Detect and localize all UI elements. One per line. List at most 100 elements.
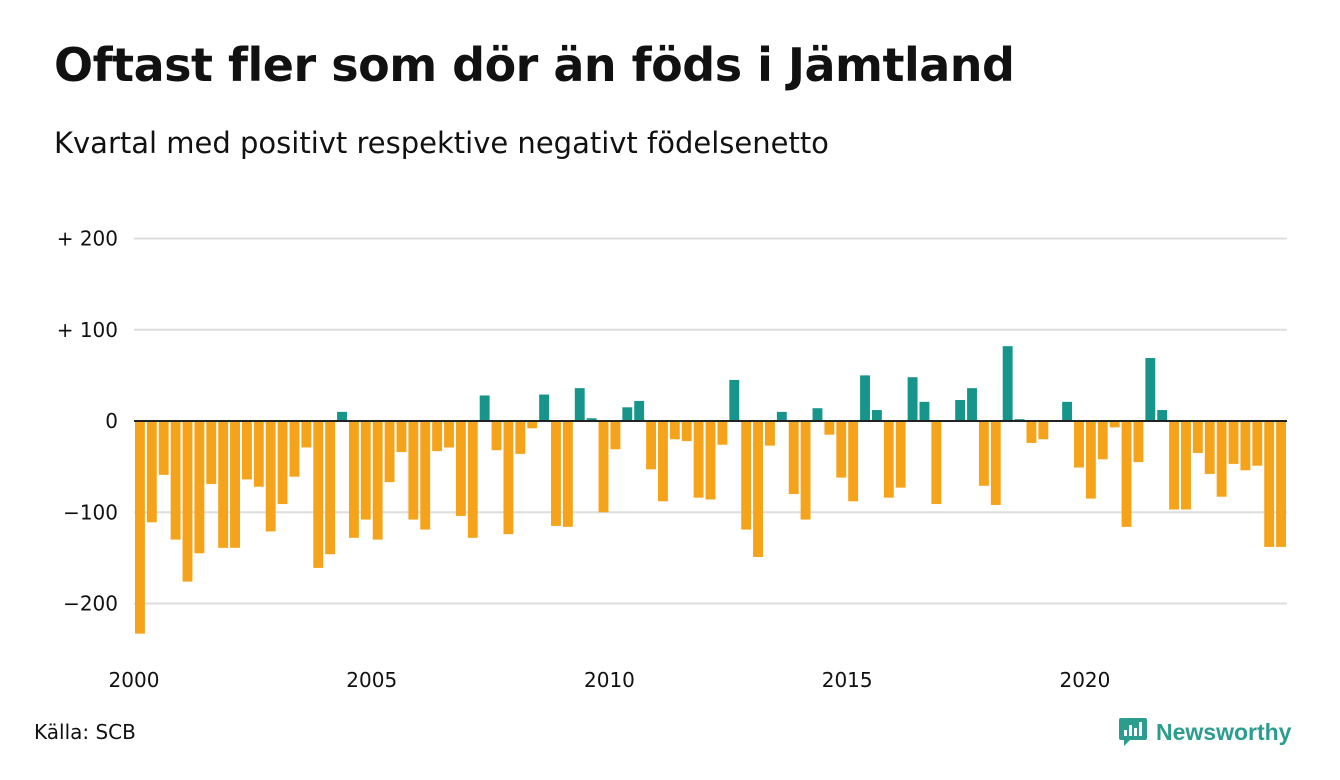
y-tick-label: −100 [63,500,118,524]
bar-2018-q2 [1002,346,1013,421]
bar-chart: + 200 + 100 0 −100 −200 2000 2005 2010 2015 2020 [57,227,1287,692]
bar-2018-q1 [990,421,1001,505]
x-tick-label: 2010 [584,668,635,692]
bar-2003-q1 [277,421,288,505]
bar-2014-q2 [812,408,823,421]
bar-2006-q2 [432,421,443,452]
bar-2009-q1 [562,421,573,527]
bar-2000-q1 [135,421,145,634]
bar-2021-q1 [1133,421,1144,463]
bar-2012-q4 [741,421,752,530]
y-tick-label: + 100 [57,318,118,342]
bar-2022-q3 [1204,421,1215,474]
x-tick-label: 2005 [346,668,397,692]
bar-2017-q3 [967,388,977,421]
chart-subtitle: Kvartal med positivt respektive negativt… [54,126,829,160]
bar-2004-q4 [360,421,371,520]
bar-2003-q2 [289,421,300,477]
bar-2002-q4 [265,421,276,532]
bar-2024-q1 [1276,421,1286,547]
bar-2007-q2 [479,395,490,421]
bar-2004-q2 [337,411,347,421]
bar-2013-q1 [753,421,763,557]
bar-2005-q4 [408,421,419,520]
bar-2015-q4 [883,421,894,498]
bar-2001-q3 [206,421,217,484]
source-note: Källa: SCB [34,720,136,744]
bar-2020-q3 [1109,421,1120,428]
bar-2014-q3 [824,421,835,435]
bar-2005-q3 [396,421,407,453]
bar-2002-q1 [230,421,240,548]
bar-2011-q2 [669,421,680,440]
y-tick-label: −200 [63,592,118,616]
bar-2016-q1 [895,421,906,488]
bar-2022-q1 [1181,421,1191,510]
bar-2001-q1 [182,421,193,582]
bar-2006-q1 [420,421,431,530]
bar-2010-q4 [646,421,657,470]
chart-title: Oftast fler som dör än föds i Jämtland [54,38,1015,92]
bar-2007-q1 [467,421,478,538]
bar-2010-q1 [610,421,621,450]
bar-2019-q3 [1062,401,1073,421]
bar-2021-q3 [1157,410,1168,421]
bar-2013-q3 [776,411,787,421]
bar-2012-q3 [729,379,740,421]
bar-2009-q2 [574,388,585,421]
bar-layer [135,346,1286,634]
bar-2013-q2 [764,421,775,446]
bar-2003-q4 [313,421,324,568]
bar-2022-q4 [1216,421,1227,497]
bar-2014-q1 [800,421,811,520]
x-tick-label: 2020 [1059,668,1110,692]
x-tick-label: 2015 [822,668,873,692]
bar-2019-q4 [1074,421,1084,468]
bar-2023-q2 [1240,421,1251,471]
bar-2006-q4 [455,421,466,516]
grid-layer [134,237,1287,605]
bar-2015-q1 [848,421,859,502]
y-tick-label: + 200 [57,227,118,251]
bar-2015-q2 [860,375,870,421]
bar-2007-q4 [503,421,514,535]
bar-2008-q2 [527,421,538,429]
bar-2002-q3 [253,421,264,487]
bar-2020-q1 [1085,421,1096,499]
bar-2008-q1 [515,421,526,454]
x-axis: 2000 2005 2010 2015 2020 [109,668,1111,692]
bar-2021-q4 [1169,421,1180,510]
bar-2016-q4 [931,421,942,505]
bar-2022-q2 [1192,421,1203,453]
bar-2014-q4 [836,421,847,478]
bar-2017-q4 [978,421,989,486]
bar-2023-q4 [1264,421,1275,547]
bar-2004-q3 [348,421,359,538]
bar-2010-q3 [634,400,645,421]
bar-2016-q3 [919,401,930,421]
bar-2018-q4 [1026,421,1037,443]
bar-2005-q1 [372,421,383,540]
bar-2023-q3 [1252,421,1263,466]
bar-2011-q3 [681,421,692,442]
brand-logo: Newsworthy [1118,712,1291,752]
bar-2007-q3 [491,421,502,451]
bar-2019-q1 [1038,421,1049,440]
bar-2010-q2 [622,407,633,421]
bar-2012-q1 [705,421,716,500]
bar-2001-q2 [194,421,205,554]
bar-2001-q4 [218,421,229,548]
bar-2011-q4 [693,421,704,498]
bar-2000-q3 [158,421,169,475]
bar-2005-q2 [384,421,395,483]
bar-2021-q2 [1145,358,1156,421]
bar-2015-q3 [871,410,882,421]
bar-2012-q2 [717,421,728,445]
bar-2017-q2 [955,400,966,421]
bar-2016-q2 [907,377,918,421]
bar-2008-q4 [551,421,561,526]
bar-2004-q1 [325,421,336,555]
bar-2023-q1 [1228,421,1239,464]
bar-2003-q3 [301,421,312,448]
bar-2020-q4 [1121,421,1132,527]
